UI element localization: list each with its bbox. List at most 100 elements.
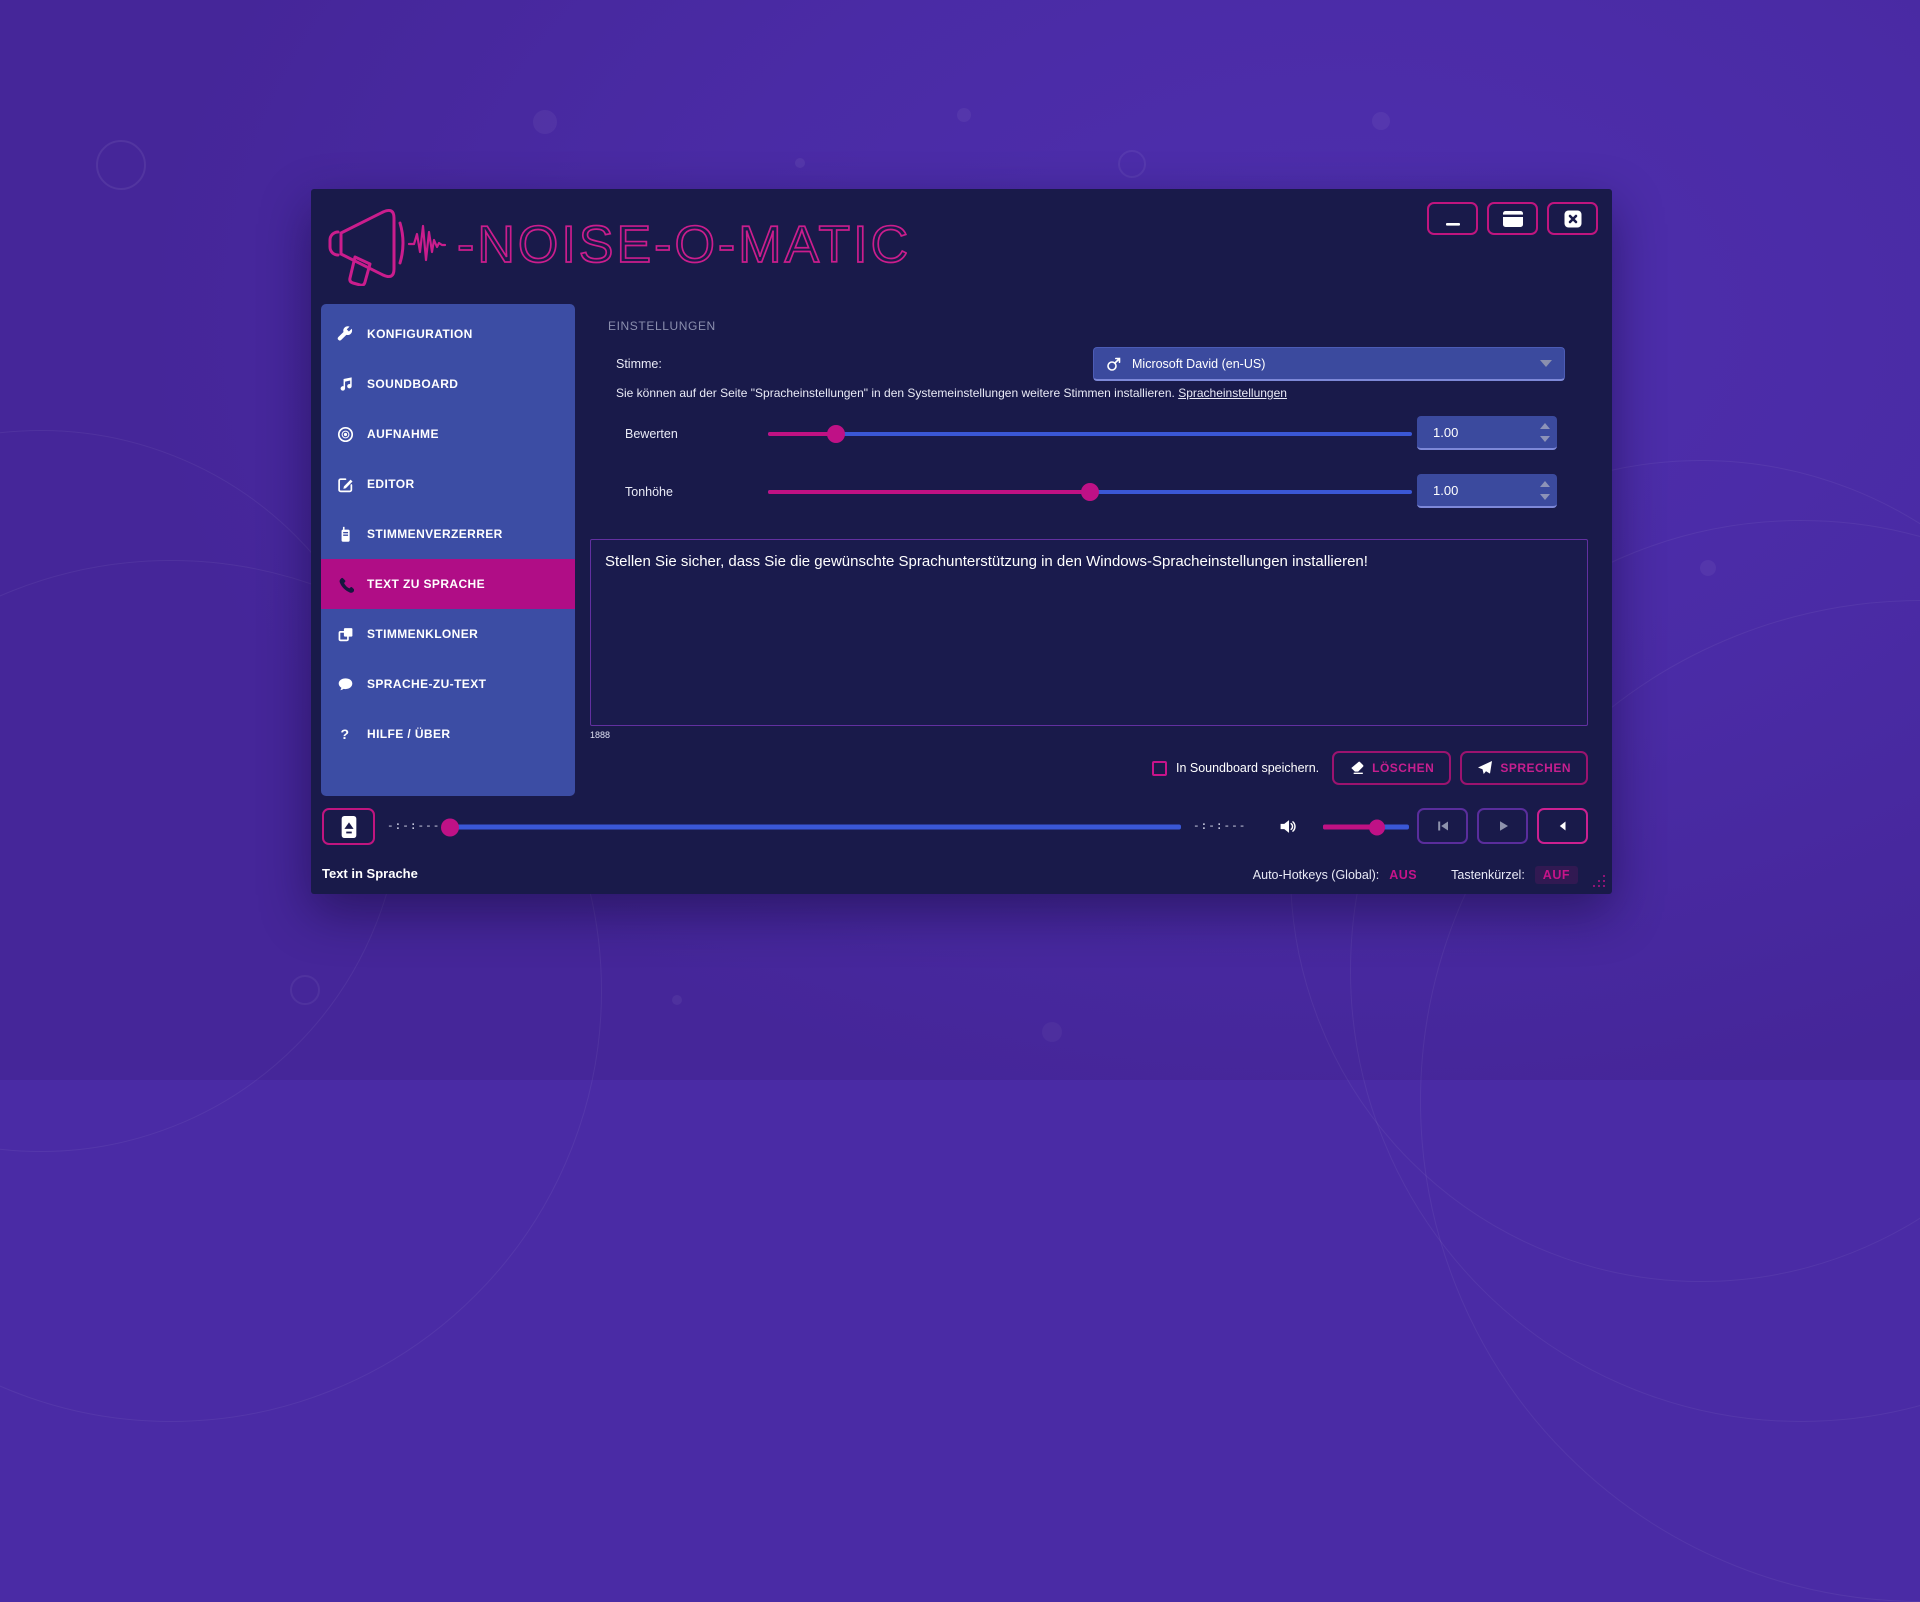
close-icon [1564, 210, 1582, 228]
sidebar-item-label: KONFIGURATION [367, 327, 473, 341]
maximize-button[interactable] [1487, 202, 1538, 235]
eraser-icon [1349, 760, 1365, 776]
volume-slider-thumb[interactable] [1369, 819, 1385, 835]
play-icon [1495, 818, 1511, 834]
skip-start-icon [1435, 818, 1451, 834]
eject-icon [338, 814, 360, 840]
voice-dropdown[interactable]: Microsoft David (en-US) [1093, 347, 1565, 381]
rate-value: 1.00 [1433, 425, 1458, 440]
question-mark-icon: ? [336, 725, 354, 743]
delete-button[interactable]: LÖSCHEN [1332, 751, 1451, 785]
shortcut-label: Tastenkürzel: [1451, 868, 1525, 882]
minimize-button[interactable] [1427, 202, 1478, 235]
hotkeys-label: Auto-Hotkeys (Global): [1253, 868, 1379, 882]
speak-button-label: SPRECHEN [1500, 761, 1571, 775]
chevron-down-icon [1540, 360, 1552, 367]
speak-button[interactable]: SPRECHEN [1460, 751, 1588, 785]
player-bar: -:-:--- -:-:--- [311, 807, 1612, 847]
sidebar-item-sprache-zu-text[interactable]: SPRACHE-ZU-TEXT [321, 659, 575, 709]
send-icon [1477, 760, 1493, 776]
pencil-square-icon [336, 475, 354, 493]
sidebar-item-stimmenkloner[interactable]: STIMMENKLONER [321, 609, 575, 659]
sidebar-item-label: SOUNDBOARD [367, 377, 458, 391]
sidebar-item-label: HILFE / ÜBER [367, 727, 450, 741]
decor-bubble [533, 110, 557, 134]
sidebar-item-hilfe-ueber[interactable]: ? HILFE / ÜBER [321, 709, 575, 759]
voice-label: Stimme: [616, 357, 662, 371]
pitch-label: Tonhöhe [625, 485, 673, 499]
music-notes-icon [336, 375, 354, 393]
decor-bubble [1118, 150, 1146, 178]
sidebar-item-label: STIMMENKLONER [367, 627, 478, 641]
megaphone-waveform-icon [330, 210, 445, 285]
player-remaining-time: -:-:--- [1193, 819, 1246, 832]
sidebar-item-label: SPRACHE-ZU-TEXT [367, 677, 486, 691]
sidebar-item-text-zu-sprache[interactable]: TEXT ZU SPRACHE [321, 559, 575, 609]
save-to-soundboard-checkbox[interactable] [1152, 761, 1167, 776]
pitch-slider-thumb[interactable] [1081, 483, 1099, 501]
volume-slider[interactable] [1323, 818, 1409, 836]
voice-dropdown-value: Microsoft David (en-US) [1132, 357, 1265, 371]
sidebar-item-konfiguration[interactable]: KONFIGURATION [321, 309, 575, 359]
spin-up-icon[interactable] [1540, 481, 1550, 487]
collapse-left-icon [1555, 818, 1571, 834]
record-disc-icon [336, 425, 354, 443]
speech-bubble-icon [336, 675, 354, 693]
pitch-value: 1.00 [1433, 483, 1458, 498]
action-row: In Soundboard speichern. LÖSCHEN SPRECHE… [590, 750, 1588, 786]
sidebar-item-label: TEXT ZU SPRACHE [367, 577, 485, 591]
rate-label: Bewerten [625, 427, 678, 441]
voice-hint-text: Sie können auf der Seite "Spracheinstell… [616, 386, 1175, 400]
sidebar-item-editor[interactable]: EDITOR [321, 459, 575, 509]
rate-slider[interactable] [768, 425, 1412, 443]
tts-text-input[interactable]: Stellen Sie sicher, dass Sie die gewünsc… [590, 539, 1588, 726]
settings-header: EINSTELLUNGEN [608, 319, 716, 333]
speech-settings-link[interactable]: Spracheinstellungen [1178, 386, 1287, 400]
eject-button[interactable] [322, 808, 375, 845]
shortcut-toggle[interactable]: AUF [1535, 866, 1578, 884]
sidebar-item-label: STIMMENVERZERRER [367, 527, 503, 541]
spin-down-icon[interactable] [1540, 436, 1550, 442]
rate-slider-thumb[interactable] [827, 425, 845, 443]
resize-grip[interactable] [1591, 873, 1605, 887]
window-controls [1427, 202, 1598, 235]
seek-slider[interactable] [443, 818, 1181, 836]
seek-slider-thumb[interactable] [441, 818, 459, 836]
hotkeys-toggle[interactable]: AUS [1389, 868, 1417, 882]
sidebar-item-label: EDITOR [367, 477, 415, 491]
status-bar: Text in Sprache Auto-Hotkeys (Global): A… [311, 857, 1612, 894]
decor-bubble [1042, 1022, 1062, 1042]
logo-text: -NOISE-O-MATIC [457, 216, 907, 274]
male-symbol-icon [1106, 356, 1122, 372]
player-elapsed-time: -:-:--- [387, 819, 440, 832]
rate-value-box[interactable]: 1.00 [1417, 416, 1557, 450]
speaker-icon [1279, 817, 1298, 841]
phone-handset-icon [336, 575, 354, 593]
decor-bubble [672, 995, 682, 1005]
minimize-icon [1443, 209, 1463, 229]
decor-bubble [96, 140, 146, 190]
char-count: 1888 [590, 730, 610, 740]
status-mode-label: Text in Sprache [322, 866, 418, 881]
pitch-value-box[interactable]: 1.00 [1417, 474, 1557, 508]
skip-to-start-button[interactable] [1417, 808, 1468, 844]
voice-hint: Sie können auf der Seite "Spracheinstell… [616, 386, 1287, 400]
spin-up-icon[interactable] [1540, 423, 1550, 429]
close-button[interactable] [1547, 202, 1598, 235]
decor-bubble [290, 975, 320, 1005]
spin-down-icon[interactable] [1540, 494, 1550, 500]
copy-icon [336, 625, 354, 643]
wrench-icon [336, 325, 354, 343]
sidebar-item-soundboard[interactable]: SOUNDBOARD [321, 359, 575, 409]
decor-bubble [1372, 112, 1390, 130]
sidebar-item-label: AUFNAHME [367, 427, 439, 441]
pitch-slider[interactable] [768, 483, 1412, 501]
sidebar-item-aufnahme[interactable]: AUFNAHME [321, 409, 575, 459]
sidebar-item-stimmenverzerrer[interactable]: STIMMENVERZERRER [321, 509, 575, 559]
app-window: -NOISE-O-MATIC KONFIGURA [311, 189, 1612, 894]
sidebar: KONFIGURATION SOUNDBOARD AUFNAHME EDITOR… [321, 304, 575, 796]
maximize-icon [1502, 210, 1524, 228]
decor-bubble [957, 108, 971, 122]
collapse-player-button[interactable] [1537, 808, 1588, 844]
play-button[interactable] [1477, 808, 1528, 844]
